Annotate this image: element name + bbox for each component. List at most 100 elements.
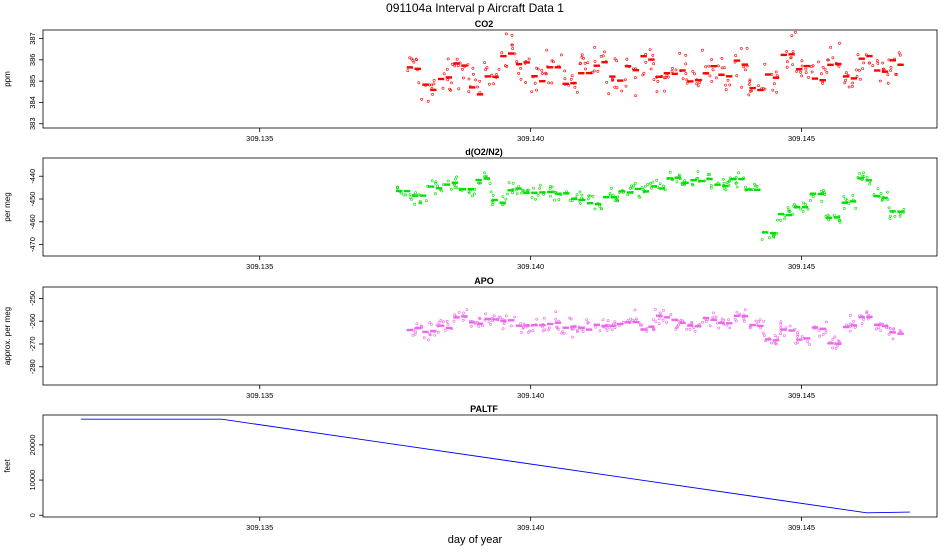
data-point <box>848 313 852 317</box>
data-point <box>858 171 861 175</box>
data-point <box>608 193 612 197</box>
y-axis-title: feet <box>3 459 12 473</box>
x-axis-title: day of year <box>448 534 503 546</box>
data-point <box>862 61 866 65</box>
data-point <box>831 346 835 350</box>
data-point <box>663 89 666 93</box>
data-point <box>446 179 450 183</box>
data-point <box>535 317 539 321</box>
data-point <box>519 67 523 70</box>
data-point <box>432 82 436 86</box>
data-point <box>467 190 471 194</box>
data-point <box>788 324 792 328</box>
data-point <box>445 68 449 71</box>
data-point <box>563 77 567 81</box>
data-point <box>445 319 449 323</box>
data-point <box>649 182 652 185</box>
data-point <box>744 68 747 72</box>
data-point <box>774 70 778 74</box>
data-point <box>634 181 637 185</box>
data-point <box>500 51 504 55</box>
data-point <box>845 199 849 202</box>
data-point <box>894 73 898 76</box>
data-point <box>554 310 558 314</box>
data-point <box>417 81 421 85</box>
data-point <box>484 68 488 72</box>
data-point <box>712 311 716 315</box>
data-point <box>888 326 892 330</box>
data-point <box>889 69 893 72</box>
data-point <box>720 317 724 321</box>
data-point <box>408 193 412 197</box>
data-point <box>654 320 658 324</box>
data-point <box>706 173 710 177</box>
data-point <box>868 182 872 186</box>
data-point <box>804 71 808 75</box>
data-point <box>734 54 738 58</box>
data-point <box>749 326 752 330</box>
data-point <box>800 59 804 63</box>
data-point <box>820 190 823 193</box>
data-point <box>584 67 587 71</box>
data-point <box>743 308 747 312</box>
data-point <box>860 322 864 326</box>
data-point <box>545 48 549 52</box>
data-point <box>436 184 440 188</box>
y-tick-label: -270 <box>28 336 37 351</box>
data-point <box>424 199 428 203</box>
data-point <box>465 308 469 312</box>
data-point <box>820 200 824 203</box>
data-point <box>533 81 537 85</box>
data-point <box>453 185 457 189</box>
data-point <box>554 317 558 321</box>
data-point <box>801 210 805 213</box>
data-point <box>578 190 582 194</box>
data-point <box>524 81 528 84</box>
data-point <box>788 209 792 213</box>
data-point <box>583 61 587 65</box>
data-point <box>717 326 721 330</box>
data-point <box>708 324 712 328</box>
plot-frame <box>42 157 938 257</box>
data-point <box>881 61 885 65</box>
data-point <box>471 66 475 70</box>
y-tick-label: 20000 <box>28 434 37 455</box>
data-point <box>517 72 521 75</box>
data-point <box>543 316 546 320</box>
data-point <box>742 317 746 321</box>
data-point <box>662 184 665 188</box>
data-point <box>711 315 715 319</box>
data-point <box>436 330 440 334</box>
data-point <box>550 59 554 63</box>
data-point <box>810 65 813 68</box>
series-line-paltf <box>80 418 910 514</box>
data-point <box>490 203 494 207</box>
data-point <box>779 322 783 326</box>
data-point <box>605 329 609 332</box>
data-point <box>419 201 423 205</box>
data-point <box>855 75 859 78</box>
data-point <box>848 329 852 333</box>
data-point <box>877 326 881 330</box>
data-points <box>406 307 904 350</box>
y-axis-title: per meg <box>3 192 12 221</box>
data-point <box>886 73 890 77</box>
data-point <box>450 62 454 66</box>
data-point <box>608 192 612 195</box>
data-point <box>878 79 882 83</box>
data-point <box>538 187 542 190</box>
data-point <box>461 67 464 71</box>
data-point <box>761 331 765 335</box>
data-point <box>663 188 667 192</box>
data-point <box>832 213 836 217</box>
data-point <box>487 82 491 86</box>
data-point <box>707 64 711 68</box>
data-point <box>724 83 727 87</box>
data-point <box>892 327 896 331</box>
data-point <box>771 88 775 92</box>
data-point <box>678 51 682 55</box>
data-point <box>902 207 906 211</box>
figure-title: 091104a Interval p Aircraft Data 1 <box>386 1 564 15</box>
data-point <box>431 93 434 96</box>
data-point <box>728 179 732 183</box>
